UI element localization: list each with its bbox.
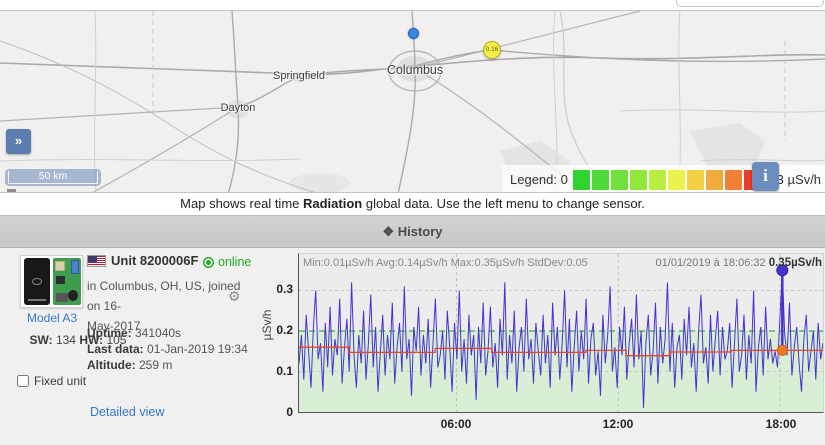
map-scale-bar: 50 km bbox=[5, 169, 101, 186]
uptime-value: 341040s bbox=[131, 326, 182, 340]
unit-desc-line2: May-2017 bbox=[87, 319, 141, 333]
hw-label: HW: bbox=[79, 333, 104, 347]
sw-label: SW: bbox=[29, 333, 53, 347]
sensor-marker-0.16[interactable]: 0.16 bbox=[483, 41, 501, 59]
legend-color-swatch bbox=[629, 169, 647, 190]
fixed-unit-label: Fixed unit bbox=[34, 374, 87, 388]
pcb-component bbox=[55, 261, 65, 271]
unit-description: in Columbus, OH, US, joined on 16- May-2… bbox=[87, 276, 247, 336]
map-caption: Map shows real time Radiation global dat… bbox=[0, 194, 825, 215]
expand-sidebar-button[interactable]: » bbox=[6, 129, 31, 154]
selected-sensor-marker[interactable] bbox=[408, 28, 419, 39]
device-enclosure-image bbox=[24, 258, 50, 305]
uptime-row: Uptime: 341040s bbox=[87, 326, 287, 340]
pcb-component bbox=[56, 293, 68, 302]
legend-color-swatch bbox=[610, 169, 628, 190]
x-tick-1200: 12:00 bbox=[602, 417, 634, 431]
pcb-component bbox=[56, 276, 65, 284]
caption-bold: Radiation bbox=[303, 196, 363, 211]
legend-color-swatch bbox=[591, 169, 609, 190]
legend-min-label: Legend: 0 bbox=[510, 172, 568, 187]
last-data-row: Last data: 01-Jan-2019 19:34 bbox=[87, 342, 287, 356]
y-tick-0: 0 bbox=[286, 405, 293, 419]
device-pcb-image bbox=[53, 258, 81, 305]
chart-tooltip-datetime: 01/01/2019 à 18:06:32 bbox=[655, 257, 769, 269]
legend-color-swatch bbox=[648, 169, 666, 190]
sw-hw-versions: SW: 134 HW: 105 bbox=[28, 333, 128, 348]
caption-suffix: global data. Use the left menu to change… bbox=[362, 196, 645, 211]
x-tick-1800: 18:00 bbox=[765, 417, 797, 431]
model-link[interactable]: Model A3 bbox=[26, 311, 78, 325]
legend-color-swatch bbox=[724, 169, 742, 190]
legend-color-swatch bbox=[686, 169, 704, 190]
legend-color-swatch bbox=[572, 169, 590, 190]
legend-color-swatch bbox=[705, 169, 723, 190]
y-tick-0.3: 0.3 bbox=[276, 282, 293, 296]
x-tick-0600: 06:00 bbox=[440, 417, 472, 431]
device-logo bbox=[32, 278, 42, 285]
fixed-unit-checkbox[interactable] bbox=[17, 375, 29, 387]
altitude-row: Altitude: 259 m bbox=[87, 358, 287, 372]
y-tick-0.2: 0.2 bbox=[276, 323, 293, 337]
info-button[interactable]: i bbox=[752, 162, 779, 191]
device-photo bbox=[20, 255, 83, 308]
chart-canvas bbox=[299, 254, 823, 412]
map-scale-label: 50 km bbox=[8, 171, 98, 184]
unit-desc-line1: in Columbus, OH, US, joined on 16- bbox=[87, 279, 241, 313]
altitude-value: 259 m bbox=[135, 358, 173, 372]
history-content: Model A3 SW: 134 HW: 105 Fixed unit Deta… bbox=[0, 248, 825, 445]
us-flag-icon bbox=[87, 255, 106, 267]
history-section-header: ❖ History bbox=[0, 215, 825, 248]
online-status-label: online bbox=[218, 255, 252, 269]
unit-title: Unit 8200006F bbox=[111, 253, 199, 268]
legend-color-swatch bbox=[667, 169, 685, 190]
gear-icon[interactable]: ⚙ bbox=[228, 288, 241, 304]
detailed-view-link[interactable]: Detailed view bbox=[90, 405, 165, 419]
top-strip bbox=[0, 0, 825, 10]
chart-tooltip-value: 0.35µSv/h bbox=[768, 257, 822, 269]
chart-tooltip: 01/01/2019 à 18:06:32 0.35µSv/h bbox=[656, 257, 822, 269]
chart-statistics-label: Min:0.01µSv/h Avg:0.14µSv/h Max:0.35µSv/… bbox=[303, 257, 588, 269]
history-chart-plot[interactable] bbox=[298, 253, 824, 413]
collapsed-search-box[interactable] bbox=[676, 0, 824, 7]
legend-swatches bbox=[572, 169, 761, 190]
radiation-map[interactable]: Columbus Springfield Dayton 0.16 » 50 km… bbox=[0, 10, 825, 193]
attribution-fragment bbox=[7, 189, 16, 192]
caption-prefix: Map shows real time bbox=[180, 196, 303, 211]
legend-max-label: 0.3 µSv/h bbox=[765, 172, 822, 187]
online-status: online bbox=[203, 255, 251, 269]
uptime-label: Uptime: bbox=[87, 326, 132, 340]
hw-value: 105 bbox=[106, 333, 127, 347]
pcb-component bbox=[68, 290, 78, 301]
y-tick-0.1: 0.1 bbox=[276, 364, 293, 378]
last-data-value: 01-Jan-2019 19:34 bbox=[143, 342, 248, 356]
device-label-strip bbox=[28, 299, 46, 301]
fixed-unit-row: Fixed unit bbox=[17, 374, 86, 388]
altitude-label: Altitude: bbox=[87, 358, 136, 372]
last-data-label: Last data: bbox=[87, 342, 144, 356]
sw-value: 134 bbox=[55, 333, 76, 347]
pcb-component bbox=[71, 260, 79, 274]
online-status-icon bbox=[206, 259, 211, 265]
